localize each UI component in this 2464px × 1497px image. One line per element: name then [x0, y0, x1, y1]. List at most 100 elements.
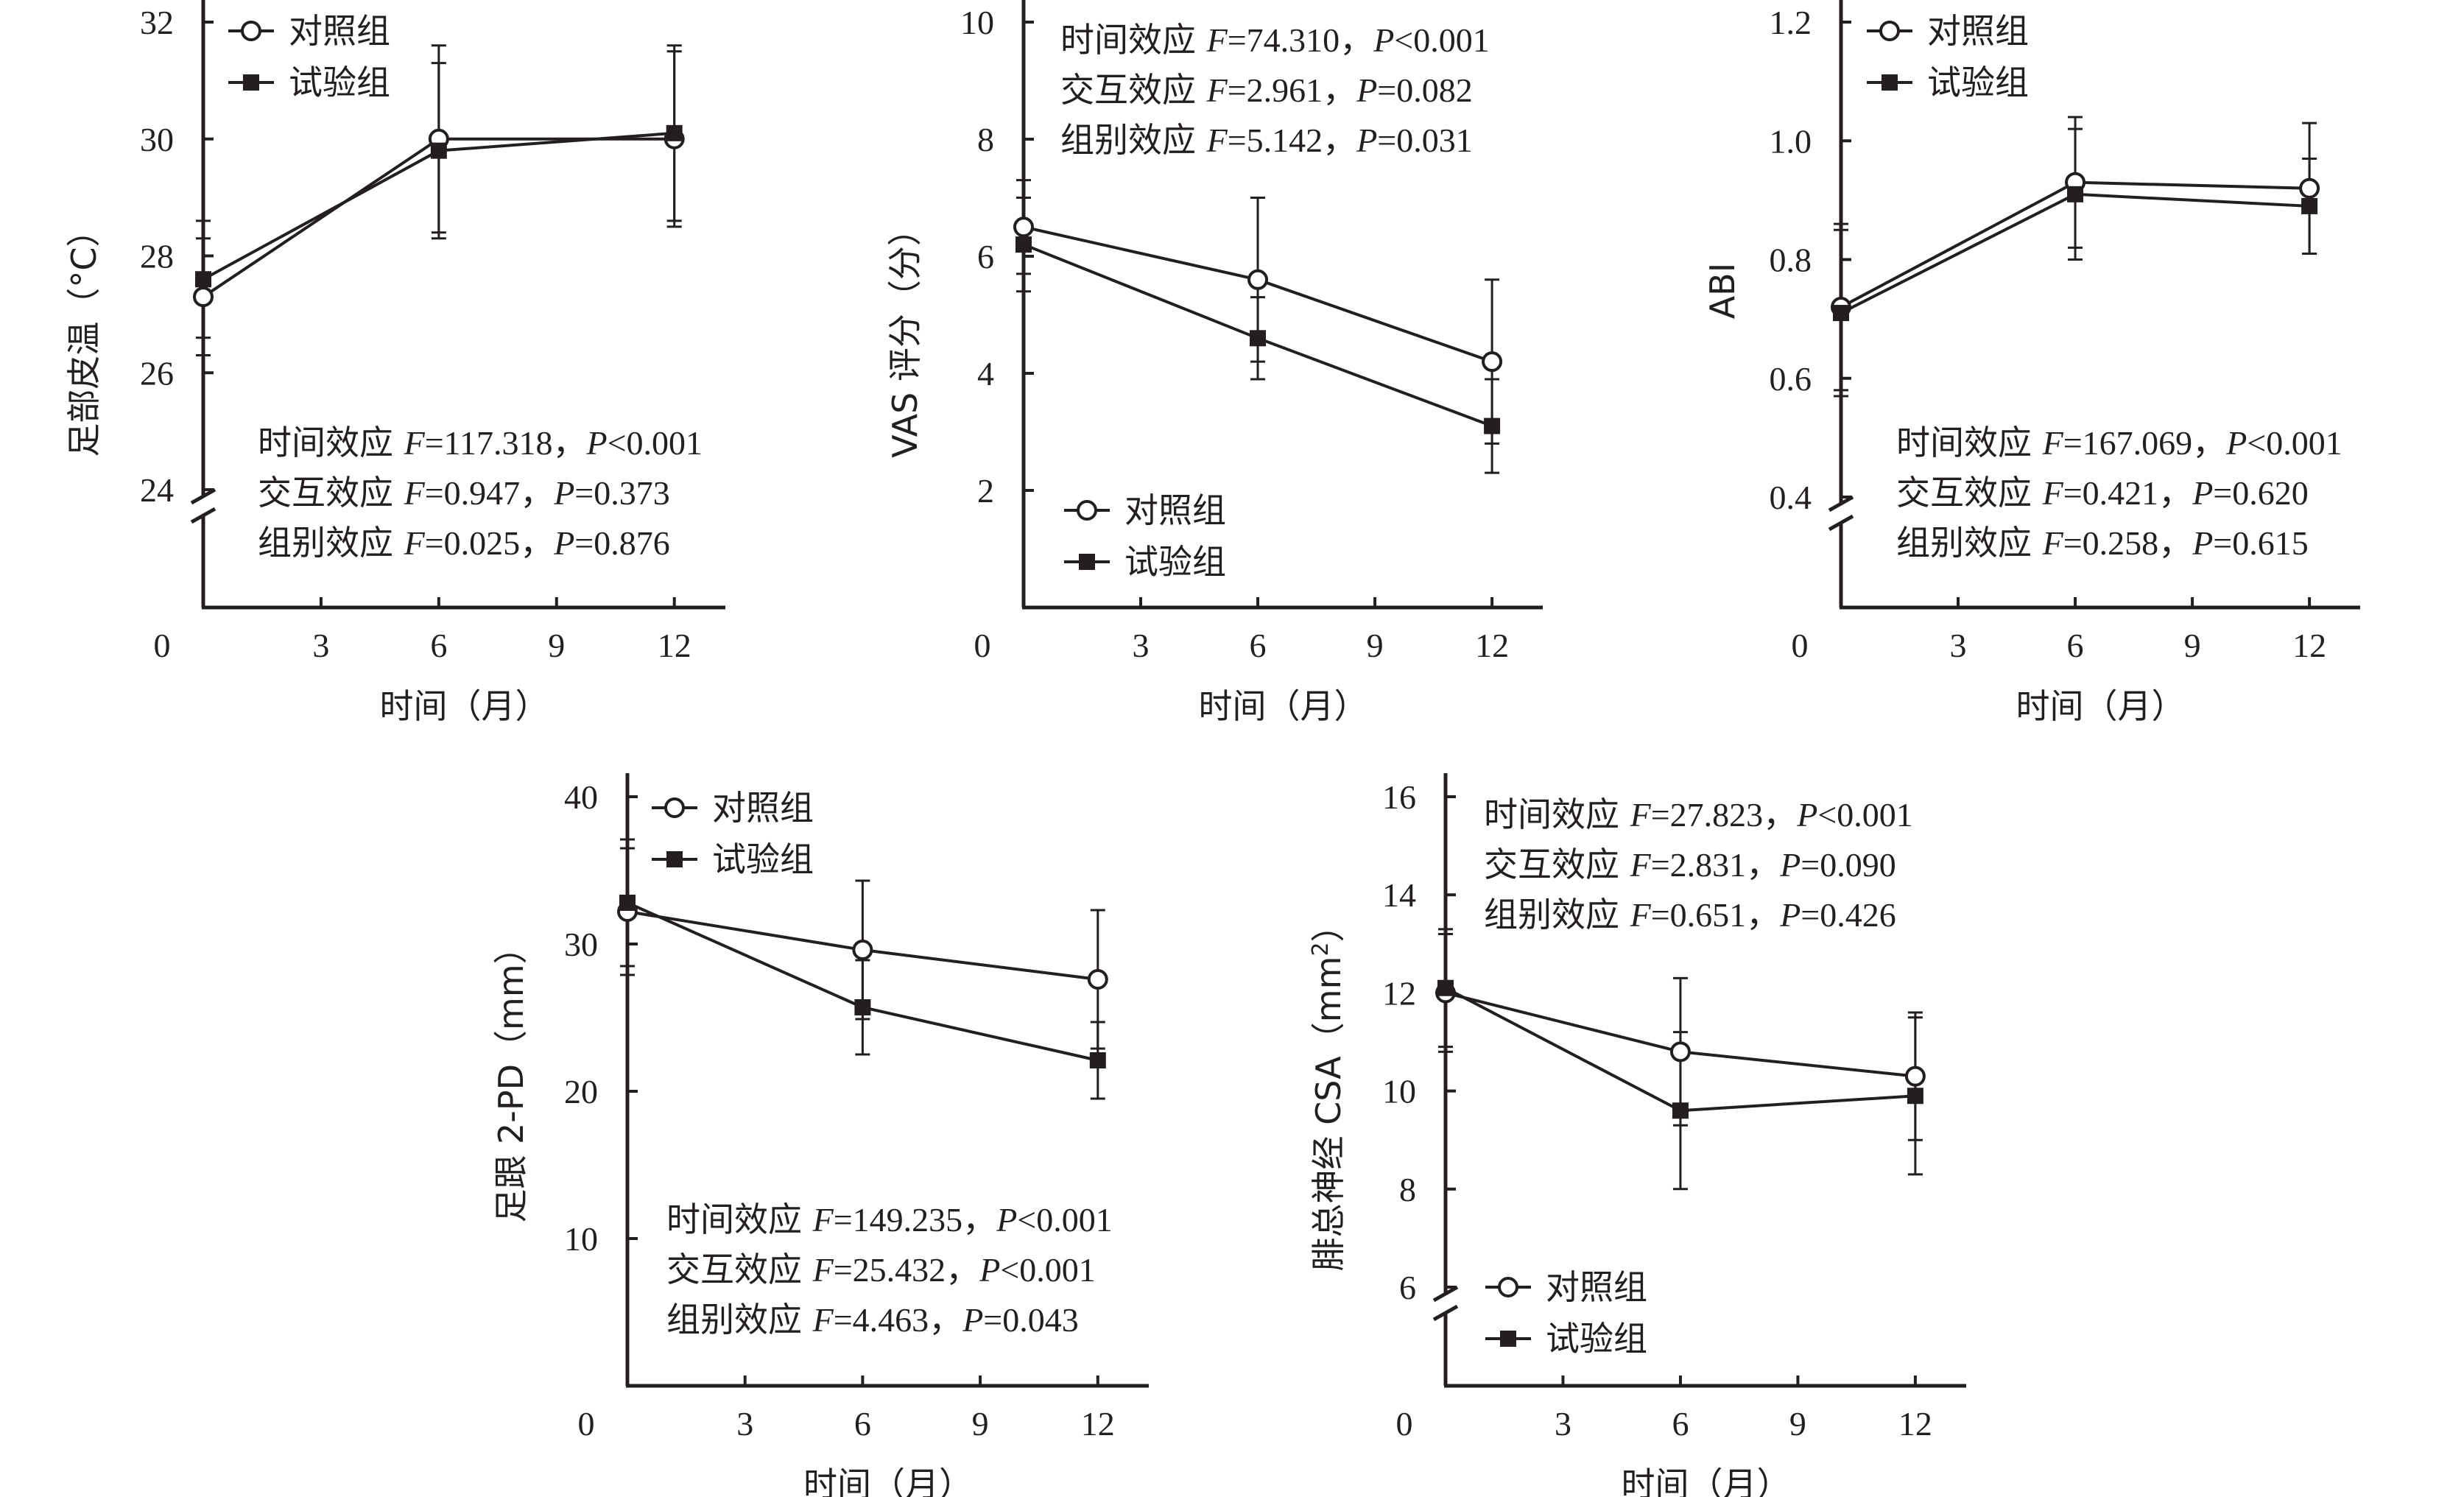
x-tick-label: 12: [1898, 1405, 1932, 1443]
legend-label: 试验组: [1124, 542, 1226, 582]
data-point-trial: [854, 999, 871, 1015]
stat-line: 组别效应 F=0.258，P=0.615: [1896, 523, 2309, 563]
axis-break-mark: [1828, 495, 1854, 512]
data-point-trial: [2067, 186, 2084, 202]
chart-panel-3: 0 3 6 9 12 0.4 0.6 0.8 1.0 1.2 时间（月） ABI 对照组试验组时间效应 …: [1703, 0, 2360, 726]
x-tick-label: 9: [972, 1405, 989, 1443]
legend-label: 对照组: [289, 11, 390, 51]
x-axis-title: 时间（月）: [2016, 686, 2186, 726]
x-axis-title: 时间（月）: [380, 686, 549, 726]
y-tick-label: 20: [564, 1073, 598, 1110]
y-tick-label: 16: [1382, 778, 1416, 816]
y-tick-label: 0.6: [1770, 360, 1812, 398]
x-tick-label: 3: [1555, 1405, 1571, 1443]
y-tick-label: 10: [564, 1220, 598, 1258]
chart-panel-4: 0 3 6 9 12 10 20 30 40 时间（月） 足跟 2-PD（mm） 对照组试验组时间效应…: [491, 773, 1149, 1497]
x-tick-label: 12: [658, 627, 691, 664]
x-tick-label: 0: [1396, 1405, 1413, 1443]
data-point-trial: [619, 895, 636, 911]
stat-line: 交互效应 F=0.947，P=0.373: [258, 473, 670, 512]
data-point-trial: [1015, 236, 1032, 253]
legend-marker-trial: [1882, 74, 1898, 91]
series-trial: [620, 838, 1105, 1100]
y-tick-label: 24: [140, 471, 174, 509]
x-tick-label: 0: [974, 627, 991, 664]
legend-label: 试验组: [1927, 63, 2029, 102]
x-tick-label: 12: [1475, 627, 1509, 664]
y-axis-title: 足部皮温（°C）: [64, 213, 104, 457]
y-tick-label: 6: [977, 238, 994, 275]
legend-label: 对照组: [712, 788, 814, 828]
legend-marker-trial: [1500, 1331, 1516, 1347]
x-tick-label: 9: [1789, 1405, 1806, 1443]
x-tick-label: 0: [154, 627, 171, 664]
y-tick-label: 4: [977, 355, 994, 392]
y-tick-label: 12: [1382, 974, 1416, 1012]
legend-marker-trial: [1079, 554, 1095, 570]
data-point-trial: [666, 124, 683, 141]
data-point-control: [2299, 177, 2320, 199]
stat-line: 组别效应 F=5.142，P=0.031: [1060, 120, 1473, 160]
legend-label: 试验组: [1546, 1319, 1647, 1359]
stats-annotation: 时间效应 F=167.069，P<0.001 交互效应 F=0.421，P=0.6…: [1896, 423, 2342, 563]
data-point-trial: [1484, 418, 1501, 434]
stat-line: 时间效应 F=27.823，P<0.001: [1484, 795, 1913, 834]
x-tick-label: 3: [1133, 627, 1150, 664]
y-axis-title: 足跟 2-PD（mm）: [491, 930, 531, 1222]
data-point-control: [1013, 216, 1034, 238]
x-axis-title: 时间（月）: [803, 1465, 973, 1497]
data-point-trial: [1907, 1088, 1923, 1105]
axis-break-mark: [190, 507, 217, 524]
x-tick-label: 6: [1672, 1405, 1689, 1443]
stat-line: 时间效应 F=74.310，P<0.001: [1060, 20, 1490, 60]
x-axis-title: 时间（月）: [1622, 1465, 1791, 1497]
y-axis-title: ABI: [1703, 263, 1742, 320]
series-trial: [1834, 127, 2317, 398]
data-point-control: [193, 286, 214, 308]
x-tick-label: 12: [1081, 1405, 1115, 1443]
y-tick-label: 40: [564, 778, 598, 816]
x-tick-label: 9: [2184, 627, 2201, 664]
data-point-trial: [1437, 979, 1454, 996]
y-tick-label: 28: [140, 238, 174, 275]
y-tick-label: 30: [140, 121, 174, 158]
x-tick-label: 0: [1792, 627, 1809, 664]
data-point-control: [1669, 1041, 1691, 1063]
x-tick-label: 6: [1250, 627, 1267, 664]
stats-annotation: 时间效应 F=74.310，P<0.001 交互效应 F=2.961，P=0.08…: [1060, 20, 1490, 160]
stat-line: 时间效应 F=149.235，P<0.001: [666, 1200, 1113, 1239]
y-tick-label: 1.0: [1770, 122, 1812, 160]
y-tick-label: 6: [1399, 1269, 1416, 1306]
y-tick-label: 2: [977, 472, 994, 510]
y-tick-label: 1.2: [1770, 4, 1812, 41]
chart-panel-5: 0 3 6 9 12 6 8 10 12 14 16 时间（月） 腓总神经 CSA（mm2） 对照组试验组…: [1308, 773, 1966, 1497]
x-tick-label: 3: [312, 627, 329, 664]
stat-line: 组别效应 F=0.025，P=0.876: [258, 523, 670, 563]
legend-marker-control: [664, 797, 685, 818]
y-tick-label: 8: [977, 121, 994, 158]
stats-annotation: 时间效应 F=149.235，P<0.001 交互效应 F=25.432，P<0.…: [666, 1200, 1113, 1339]
chart-panel-1: 0 3 6 9 12 24 26 28 30 32 时间（月） 足部皮温（°C） 对照组试验组时间效应 …: [64, 0, 725, 726]
x-tick-label: 9: [548, 627, 565, 664]
y-tick-label: 32: [140, 4, 174, 41]
x-tick-label: 3: [1950, 627, 1967, 664]
axis-break-mark: [1432, 1304, 1459, 1322]
stats-annotation: 时间效应 F=117.318，P<0.001 交互效应 F=0.947，P=0.3…: [258, 423, 703, 563]
data-point-control: [1087, 969, 1108, 990]
axis-break-mark: [1828, 514, 1854, 532]
y-tick-label: 14: [1382, 876, 1416, 914]
legend-label: 对照组: [1124, 490, 1226, 530]
y-tick-label: 0.4: [1770, 479, 1812, 516]
legend-marker-control: [241, 21, 261, 41]
x-tick-label: 9: [1367, 627, 1384, 664]
y-tick-label: 8: [1399, 1171, 1416, 1208]
data-point-control: [1904, 1065, 1926, 1087]
stat-line: 组别效应 F=0.651，P=0.426: [1484, 895, 1896, 934]
x-tick-label: 6: [854, 1405, 871, 1443]
data-point-trial: [2301, 197, 2318, 214]
x-axis-title: 时间（月）: [1199, 686, 1368, 726]
legend-label: 对照组: [1546, 1267, 1647, 1307]
stat-line: 交互效应 F=25.432，P<0.001: [666, 1250, 1096, 1289]
